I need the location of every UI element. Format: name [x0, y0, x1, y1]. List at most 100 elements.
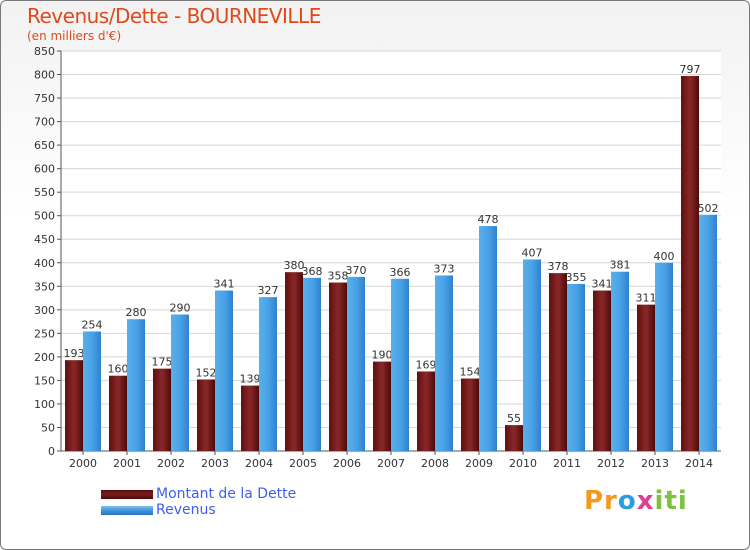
bar-debt: [197, 379, 215, 451]
bar-debt: [593, 290, 611, 451]
bar-revenue: [303, 277, 321, 451]
x-tick-label: 2002: [157, 457, 185, 470]
x-tick-label: 2003: [201, 457, 229, 470]
bar-revenue: [347, 276, 365, 451]
bar-debt: [373, 361, 391, 451]
y-tick-label: 100: [34, 398, 55, 411]
y-tick-label: 700: [34, 116, 55, 129]
data-label-revenue: 381: [610, 259, 631, 272]
data-label-revenue: 290: [170, 302, 191, 315]
chart-subtitle: (en milliers d'€): [27, 29, 122, 43]
bar-revenue: [523, 259, 541, 451]
legend-label-debt: Montant de la Dette: [156, 486, 297, 502]
bar-revenue: [259, 297, 277, 451]
data-label-revenue: 370: [346, 264, 367, 277]
bar-debt: [65, 360, 83, 451]
x-tick-label: 2001: [113, 457, 141, 470]
bar-debt: [681, 75, 699, 452]
bar-debt: [329, 282, 347, 451]
y-tick-label: 250: [34, 327, 55, 340]
y-tick-label: 500: [34, 210, 55, 223]
bar-debt: [153, 368, 171, 451]
bar-revenue: [611, 271, 629, 451]
bar-debt: [285, 272, 303, 451]
data-label-debt: 358: [328, 270, 349, 283]
y-tick-label: 650: [34, 139, 55, 152]
data-label-revenue: 280: [126, 306, 147, 319]
data-label-revenue: 341: [214, 278, 235, 291]
x-tick-label: 2008: [421, 457, 449, 470]
y-tick-label: 750: [34, 92, 55, 105]
legend-swatch-debt: [101, 490, 153, 499]
data-label-revenue: 327: [258, 284, 279, 297]
bar-revenue: [435, 275, 453, 451]
x-tick-label: 2010: [509, 457, 537, 470]
bar-debt: [417, 371, 435, 451]
logo-part-2: o: [617, 486, 637, 516]
x-tick-label: 2012: [597, 457, 625, 470]
x-tick-label: 2014: [685, 457, 713, 470]
x-tick-label: 2011: [553, 457, 581, 470]
data-label-revenue: 355: [566, 271, 587, 284]
data-label-debt: 160: [108, 363, 129, 376]
x-tick-label: 2000: [69, 457, 97, 470]
logo-part-3: x: [636, 486, 655, 516]
x-tick-label: 2005: [289, 457, 317, 470]
bar-debt: [461, 378, 479, 451]
bar-revenue: [215, 290, 233, 451]
y-tick-label: 450: [34, 233, 55, 246]
bar-revenue: [699, 214, 717, 451]
data-label-revenue: 407: [522, 246, 543, 259]
bar-debt: [549, 273, 567, 451]
bar-debt: [109, 375, 127, 451]
bar-debt: [505, 425, 523, 451]
bar-revenue: [655, 262, 673, 451]
bar-revenue: [83, 331, 101, 451]
data-label-revenue: 366: [390, 266, 411, 279]
bar-revenue: [567, 283, 585, 451]
bar-revenue: [171, 314, 189, 451]
y-tick-label: 200: [34, 351, 55, 364]
chart-title: Revenus/Dette - BOURNEVILLE: [27, 4, 321, 28]
data-label-revenue: 254: [82, 318, 103, 331]
data-label-revenue: 373: [434, 262, 455, 275]
bar-debt: [637, 304, 655, 451]
data-label-revenue: 502: [698, 202, 719, 215]
data-label-debt: 190: [372, 349, 393, 362]
data-label-debt: 154: [460, 366, 481, 379]
data-label-revenue: 478: [478, 213, 499, 226]
data-label-debt: 152: [196, 366, 217, 379]
legend-swatch-revenue: [101, 506, 153, 515]
x-tick-label: 2009: [465, 457, 493, 470]
legend-label-revenue: Revenus: [156, 502, 216, 518]
data-label-debt: 378: [548, 260, 569, 273]
y-tick-label: 800: [34, 69, 55, 82]
y-tick-label: 850: [34, 45, 55, 58]
data-label-debt: 311: [636, 292, 657, 305]
y-tick-label: 300: [34, 304, 55, 317]
x-tick-label: 2007: [377, 457, 405, 470]
data-label-debt: 797: [680, 63, 701, 76]
y-tick-label: 600: [34, 163, 55, 176]
y-tick-label: 400: [34, 257, 55, 270]
x-tick-label: 2006: [333, 457, 361, 470]
x-tick-label: 2004: [245, 457, 273, 470]
data-label-debt: 380: [284, 259, 305, 272]
y-tick-label: 50: [41, 421, 55, 434]
data-label-debt: 175: [152, 356, 173, 369]
x-tick-label: 2013: [641, 457, 669, 470]
logo-part-4: iti: [654, 486, 688, 516]
proxiti-logo: Proxiti: [584, 486, 688, 516]
data-label-debt: 193: [64, 347, 85, 360]
y-tick-label: 0: [48, 445, 55, 458]
data-label-debt: 55: [507, 412, 521, 425]
logo-part-1: Pr: [584, 486, 618, 516]
y-tick-label: 350: [34, 280, 55, 293]
data-label-debt: 169: [416, 358, 437, 371]
bar-revenue: [127, 319, 145, 451]
y-tick-label: 550: [34, 186, 55, 199]
bar-revenue: [391, 278, 409, 451]
bar-debt: [241, 385, 259, 451]
